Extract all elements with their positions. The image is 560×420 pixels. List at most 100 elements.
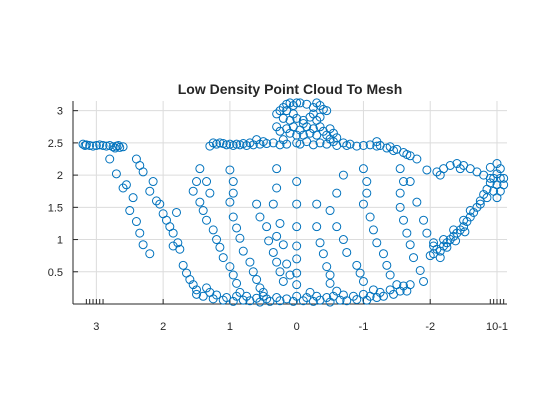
- y-tick-label: 2: [57, 170, 63, 182]
- data-point: [492, 169, 502, 179]
- data-point: [429, 238, 439, 248]
- data-point: [318, 249, 328, 259]
- data-point: [228, 188, 238, 198]
- data-point: [278, 276, 288, 286]
- data-point: [460, 227, 470, 237]
- data-point: [312, 222, 322, 232]
- data-point: [128, 193, 138, 203]
- data-point: [105, 154, 115, 164]
- data-point: [378, 291, 388, 301]
- data-point: [242, 291, 252, 301]
- data-point: [295, 98, 305, 108]
- data-point: [225, 262, 235, 272]
- data-point: [368, 225, 378, 235]
- data-point: [215, 138, 225, 148]
- data-point: [275, 296, 285, 306]
- data-point: [145, 249, 155, 259]
- data-point: [202, 177, 212, 187]
- data-point: [402, 228, 412, 238]
- data-point: [402, 149, 412, 159]
- data-point: [131, 154, 141, 164]
- x-tick-label: -1: [359, 321, 369, 333]
- y-tick-label: 1: [57, 235, 63, 247]
- data-point: [202, 215, 212, 225]
- data-point: [258, 287, 268, 297]
- data-point: [255, 212, 265, 222]
- data-point: [272, 109, 282, 119]
- data-point: [298, 296, 308, 306]
- data-point: [419, 215, 429, 225]
- y-axis-ticks: 0.5 1 1.5 2 2.5 3: [48, 106, 78, 279]
- data-point: [98, 140, 108, 150]
- data-point: [308, 109, 318, 119]
- data-point: [362, 188, 372, 198]
- data-point: [395, 286, 405, 296]
- data-point: [395, 202, 405, 212]
- data-point: [272, 183, 282, 193]
- data-point: [482, 193, 492, 203]
- data-point: [348, 291, 358, 301]
- data-point: [449, 231, 459, 241]
- data-point: [439, 235, 449, 245]
- data-point: [358, 199, 368, 209]
- data-point: [268, 247, 278, 257]
- data-point: [192, 289, 202, 299]
- data-point: [171, 207, 181, 217]
- data-point: [272, 122, 282, 132]
- data-point: [442, 238, 452, 248]
- data-point: [135, 228, 145, 238]
- data-point: [332, 133, 342, 143]
- data-point: [332, 188, 342, 198]
- data-point: [195, 164, 205, 174]
- data-point: [358, 140, 368, 150]
- data-point: [292, 268, 302, 278]
- data-point: [325, 278, 335, 288]
- data-point: [232, 139, 242, 149]
- data-point: [405, 280, 415, 290]
- data-point: [178, 260, 188, 270]
- data-point: [382, 260, 392, 270]
- data-point: [272, 231, 282, 241]
- data-point: [495, 164, 505, 174]
- data-point: [248, 267, 258, 277]
- data-point: [479, 189, 489, 199]
- data-point: [195, 197, 205, 207]
- data-point: [399, 177, 409, 187]
- data-point: [252, 275, 262, 285]
- data-point: [292, 291, 302, 301]
- data-point: [138, 240, 148, 250]
- data-point: [208, 225, 218, 235]
- data-point: [192, 177, 202, 187]
- data-point: [198, 206, 208, 216]
- data-point: [332, 222, 342, 232]
- data-point: [435, 246, 445, 256]
- data-point: [358, 276, 368, 286]
- data-point: [232, 223, 242, 233]
- data-point: [288, 296, 298, 306]
- data-point: [225, 197, 235, 207]
- data-point: [405, 240, 415, 250]
- data-point: [292, 280, 302, 290]
- data-point: [312, 130, 322, 140]
- data-point: [80, 140, 90, 150]
- data-point: [268, 138, 278, 148]
- data-point: [101, 141, 111, 151]
- data-point: [315, 238, 325, 248]
- data-point: [265, 296, 275, 306]
- x-tick-label-tail: 10-1: [486, 321, 508, 333]
- data-point: [232, 278, 242, 288]
- data-point: [292, 98, 302, 108]
- data-point: [278, 102, 288, 112]
- y-tick-label: 1.5: [48, 202, 63, 214]
- data-point: [352, 260, 362, 270]
- data-point: [113, 140, 123, 150]
- data-point: [248, 140, 258, 150]
- data-point: [445, 235, 455, 245]
- data-point: [485, 178, 495, 188]
- data-point: [435, 170, 445, 180]
- x-tick-label: 1: [227, 321, 233, 333]
- data-point: [305, 128, 315, 138]
- data-point: [459, 222, 469, 232]
- data-point: [395, 188, 405, 198]
